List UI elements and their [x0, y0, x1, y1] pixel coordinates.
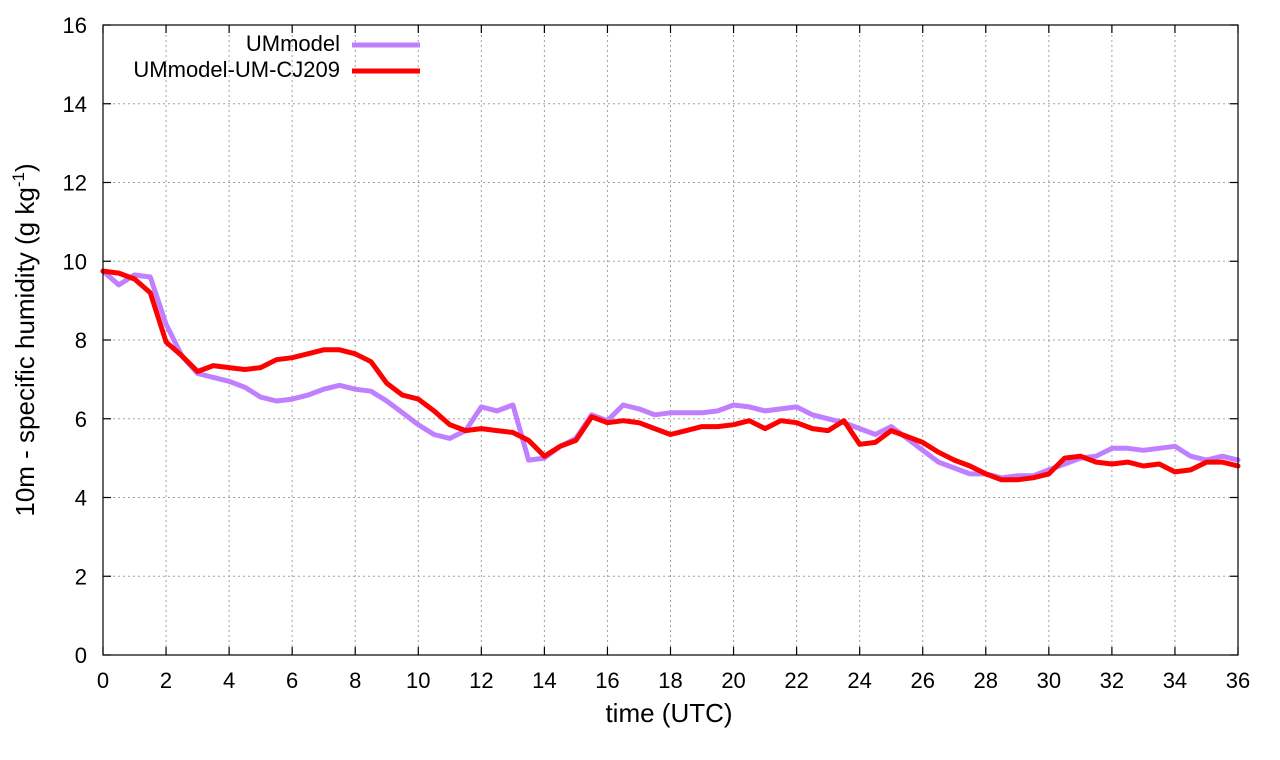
x-tick-label: 36	[1226, 668, 1250, 693]
y-axis-title-close: )	[10, 163, 40, 172]
x-tick-label: 4	[223, 668, 235, 693]
grid-layer	[103, 25, 1238, 655]
series-layer	[100, 268, 1241, 483]
x-tick-label: 22	[784, 668, 808, 693]
y-tick-label: 6	[75, 407, 87, 432]
y-axis-title: 10m - specific humidity (g kg-1)	[9, 163, 40, 516]
x-tick-label: 14	[532, 668, 556, 693]
y-axis-title-main: 10m - specific humidity (g kg	[10, 187, 40, 516]
y-tick-label: 0	[75, 643, 87, 668]
y-tick-label: 14	[63, 92, 87, 117]
y-tick-label: 12	[63, 171, 87, 196]
x-tick-label: 26	[910, 668, 934, 693]
x-tick-label: 8	[349, 668, 361, 693]
legend: UMmodel UMmodel-UM-CJ209	[133, 31, 420, 82]
y-tick-labels: 0 2 4 6 8 10 12 14 16	[63, 13, 87, 668]
series-line-ummodel	[100, 268, 1241, 481]
series-line-ummodel-um-cj209	[100, 268, 1241, 483]
ticks-layer	[102, 24, 1239, 656]
x-tick-label: 0	[97, 668, 109, 693]
x-axis-title: time (UTC)	[605, 698, 732, 728]
x-tick-label: 32	[1100, 668, 1124, 693]
y-axis-title-superscript: -1	[9, 172, 28, 187]
x-tick-label: 10	[406, 668, 430, 693]
legend-label-ummodel: UMmodel	[246, 31, 340, 56]
x-tick-label: 12	[469, 668, 493, 693]
x-tick-label: 28	[974, 668, 998, 693]
y-tick-label: 16	[63, 13, 87, 38]
x-tick-label: 24	[847, 668, 871, 693]
legend-label-ummodel-um-cj209: UMmodel-UM-CJ209	[133, 57, 340, 82]
y-tick-label: 10	[63, 249, 87, 274]
x-tick-label: 34	[1163, 668, 1187, 693]
y-tick-label: 8	[75, 328, 87, 353]
x-tick-label: 2	[160, 668, 172, 693]
x-tick-labels: 0 2 4 6 8 10 12 14 16 18 20 22 24 26 28 30 32 34 36	[97, 668, 1250, 693]
x-tick-label: 6	[286, 668, 298, 693]
y-tick-label: 2	[75, 564, 87, 589]
x-tick-label: 18	[658, 668, 682, 693]
x-tick-label: 30	[1037, 668, 1061, 693]
x-tick-label: 20	[721, 668, 745, 693]
x-tick-label: 16	[595, 668, 619, 693]
y-tick-label: 4	[75, 486, 87, 511]
